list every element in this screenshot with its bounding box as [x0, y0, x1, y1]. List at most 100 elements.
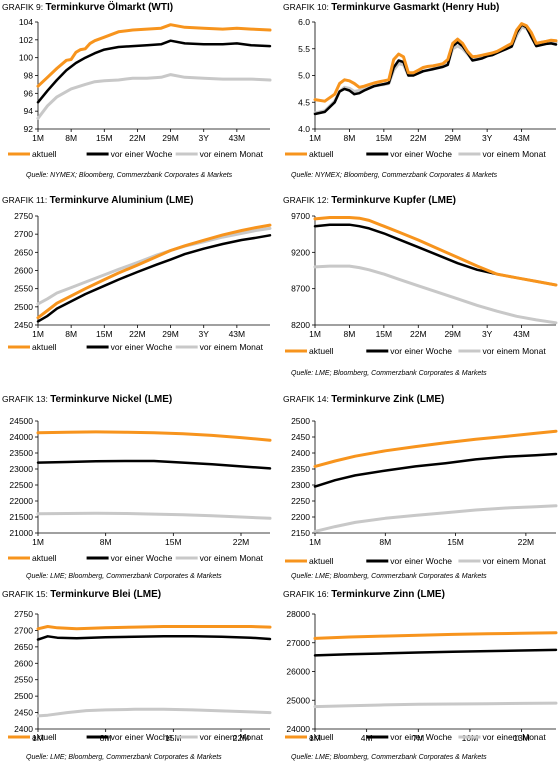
- y-tick-label: 24000: [9, 432, 33, 442]
- x-tick-label: 43M: [513, 329, 530, 339]
- x-tick-label: 8M: [100, 537, 112, 547]
- y-tick-label: 2550: [14, 284, 33, 294]
- y-tick-label: 24000: [286, 724, 310, 734]
- y-tick-label: 4.5: [298, 97, 310, 107]
- x-tick-label: 3Y: [482, 133, 493, 143]
- chart-title-text: Terminkurve Aluminium (LME): [50, 195, 194, 206]
- chart-title: Grafik 11: Terminkurve Aluminium (LME): [2, 195, 193, 206]
- chart-10: Grafik 10: Terminkurve Gasmarkt (Henry H…: [283, 2, 558, 179]
- y-tick-label: 2550: [14, 675, 33, 685]
- y-tick-label: 2150: [291, 528, 310, 538]
- legend-label: vor einer Woche: [390, 556, 452, 566]
- series-line-aktuell: [313, 631, 558, 640]
- legend-label: vor einem Monat: [200, 732, 264, 742]
- y-tick-label: 28000: [286, 609, 310, 619]
- y-tick-label: 92: [24, 124, 34, 134]
- chart-number: Grafik 9:: [2, 2, 45, 12]
- series-line-vor-einer-Woche: [36, 635, 272, 641]
- x-tick-label: 15M: [376, 329, 393, 339]
- chart-title: Grafik 14: Terminkurve Zink (LME): [283, 394, 444, 405]
- series-line-vor-einer-Woche: [313, 23, 558, 116]
- y-tick-label: 6.0: [298, 17, 310, 27]
- chart-14: Grafik 14: Terminkurve Zink (LME) 2150 220…: [283, 394, 558, 580]
- legend-label: vor einer Woche: [111, 149, 173, 159]
- y-tick-label: 102: [19, 35, 33, 45]
- y-tick-label: 22000: [9, 496, 33, 506]
- x-tick-label: 1M: [309, 329, 321, 339]
- chart-title-text: Terminkurve Kupfer (LME): [331, 195, 456, 206]
- y-tick-label: 2450: [291, 432, 310, 442]
- x-tick-label: 1M: [309, 133, 321, 143]
- chart-source: Quelle: LME; Bloomberg, Commerzbank Corp…: [291, 573, 487, 580]
- legend-label: vor einer Woche: [111, 732, 173, 742]
- chart-title-text: Terminkurve Zink (LME): [331, 394, 444, 405]
- series-line-vor-einem-Monat: [313, 25, 558, 115]
- y-tick-label: 25000: [286, 695, 310, 705]
- chart-9: Grafik 9: Terminkurve Ölmarkt (WTI) 92 94 9…: [2, 0, 272, 179]
- series-line-vor-einem-Monat: [36, 73, 272, 120]
- y-tick-label: 2500: [291, 416, 310, 426]
- y-tick-label: 2250: [291, 496, 310, 506]
- y-tick-label: 2450: [14, 320, 33, 330]
- x-tick-label: 22M: [233, 537, 250, 547]
- y-tick-label: 104: [19, 17, 33, 27]
- x-tick-label: 22M: [129, 329, 146, 339]
- y-tick-label: 9700: [291, 211, 310, 221]
- x-tick-label: 15M: [96, 329, 113, 339]
- x-tick-label: 22M: [518, 537, 535, 547]
- series-line-aktuell: [36, 223, 272, 320]
- legend-label: vor einer Woche: [390, 149, 452, 159]
- legend-label: vor einer Woche: [111, 553, 173, 563]
- x-tick-label: 3Y: [199, 329, 210, 339]
- chart-number: Grafik 16:: [283, 589, 331, 599]
- y-tick-label: 2500: [14, 691, 33, 701]
- x-tick-label: 8M: [344, 133, 356, 143]
- x-tick-label: 7M: [412, 733, 424, 743]
- legend-label: vor einem Monat: [482, 732, 546, 742]
- legend-label: vor einem Monat: [200, 553, 264, 563]
- y-tick-label: 98: [24, 71, 34, 81]
- chart-number: Grafik 10:: [283, 2, 331, 12]
- x-tick-label: 8M: [344, 329, 356, 339]
- x-tick-label: 8M: [65, 133, 77, 143]
- y-tick-label: 96: [24, 88, 34, 98]
- y-tick-label: 2700: [14, 625, 33, 635]
- legend-label: aktuell: [309, 346, 334, 356]
- legend-label: vor einer Woche: [390, 732, 452, 742]
- x-tick-label: 29M: [162, 329, 179, 339]
- series-line-aktuell: [36, 23, 272, 88]
- chart-number: Grafik 14:: [283, 394, 331, 404]
- legend-label: vor einer Woche: [390, 346, 452, 356]
- x-tick-label: 8M: [65, 329, 77, 339]
- y-tick-label: 5.0: [298, 71, 310, 81]
- series-line-vor-einem-Monat: [313, 701, 558, 709]
- chart-title: Grafik 16: Terminkurve Zinn (LME): [283, 589, 445, 600]
- legend-label: vor einer Woche: [111, 342, 173, 352]
- chart-12: Grafik 12: Terminkurve Kupfer (LME) 8200 8…: [283, 195, 558, 377]
- y-tick-label: 2700: [14, 229, 33, 239]
- series-line-vor-einem-Monat: [36, 707, 272, 718]
- x-tick-label: 43M: [229, 329, 246, 339]
- legend-label: aktuell: [32, 732, 57, 742]
- x-tick-label: 3Y: [199, 133, 210, 143]
- series-line-aktuell: [313, 429, 558, 468]
- chart-source: Quelle: NYMEX; Bloomberg, Commerzbank Co…: [26, 172, 233, 179]
- series-line-aktuell: [313, 22, 558, 103]
- y-tick-label: 8200: [291, 320, 310, 330]
- legend-label: vor einem Monat: [482, 346, 546, 356]
- series-line-vor-einer-Woche: [36, 234, 272, 323]
- chart-title-text: Terminkurve Nickel (LME): [50, 394, 172, 405]
- x-tick-label: 43M: [229, 133, 246, 143]
- chart-title: Grafik 9: Terminkurve Ölmarkt (WTI): [2, 0, 173, 13]
- legend-label: aktuell: [309, 732, 334, 742]
- x-tick-label: 22M: [410, 133, 427, 143]
- legend-label: vor einem Monat: [200, 342, 264, 352]
- legend-label: aktuell: [32, 342, 57, 352]
- x-tick-label: 22M: [129, 133, 146, 143]
- x-tick-label: 13M: [513, 733, 530, 743]
- y-tick-label: 23000: [9, 464, 33, 474]
- y-tick-label: 2750: [14, 211, 33, 221]
- y-tick-label: 2300: [291, 480, 310, 490]
